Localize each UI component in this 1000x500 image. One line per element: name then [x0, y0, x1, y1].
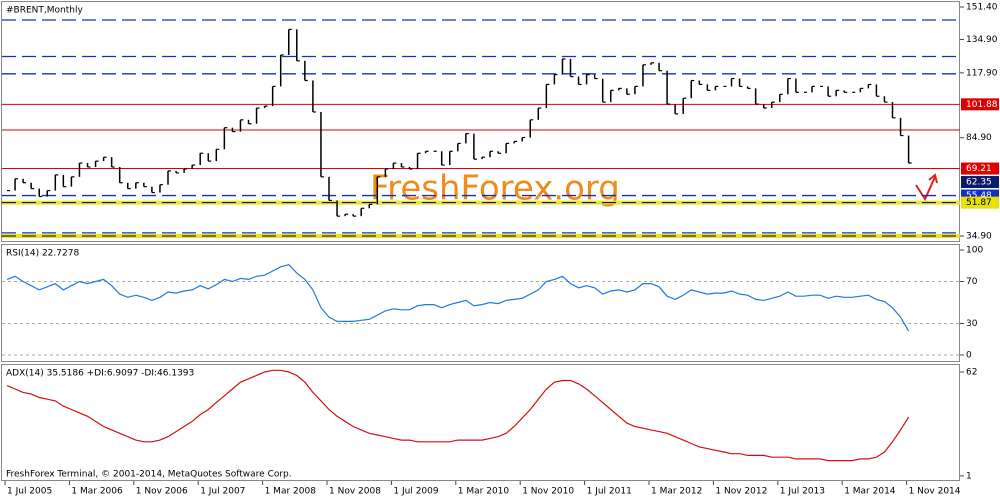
y-tick-label: 84.90: [966, 133, 992, 143]
rsi-title: RSI(14) 22.7278: [6, 249, 79, 259]
label-box: [961, 176, 999, 189]
x-tick-label: 1 Jul 2011: [587, 487, 632, 497]
y-tick-label: 30: [966, 319, 978, 329]
adx-panel: [1, 364, 960, 481]
level-label: 62.35: [966, 178, 992, 188]
label-box: [961, 162, 999, 175]
y-tick-label: 134.90: [966, 35, 998, 45]
indicator-line: [6, 369, 910, 462]
x-tick-label: 1 Nov 2008: [329, 487, 381, 497]
y-tick-label: 117.90: [966, 68, 998, 78]
label-box: [961, 98, 999, 111]
rsi-panel: [1, 244, 960, 362]
x-tick-label: 1 Mar 2006: [71, 487, 123, 497]
x-tick-label: 1 Nov 2014: [909, 487, 961, 497]
y-tick-label: 34.90: [966, 232, 992, 242]
level-label: 101.88: [966, 100, 998, 110]
level-label: 55.48: [966, 191, 992, 201]
x-tick-label: 1 Jul 2005: [7, 487, 52, 497]
y-tick-label: 100: [966, 246, 983, 256]
y-tick-label: 0: [966, 350, 972, 360]
level-label: 69.21: [966, 164, 992, 174]
arrow: [915, 173, 938, 202]
x-tick-label: 1 Nov 2006: [136, 487, 188, 497]
y-tick-label: 62: [966, 367, 977, 377]
x-tick-label: 1 Mar 2014: [844, 487, 896, 497]
adx-title: ADX(14) 35.5186 +DI:6.9097 -DI:46.1393: [6, 369, 194, 379]
y-tick-label: 70: [966, 277, 978, 287]
label-box: [961, 196, 999, 209]
level-label: 51.87: [966, 198, 992, 208]
indicator-line: [6, 264, 910, 332]
footer: FreshForex Terminal, © 2001-2014, MetaQu…: [6, 470, 292, 480]
x-tick-label: 1 Jul 2007: [200, 487, 245, 497]
y-tick-label: 1: [966, 471, 972, 481]
x-tick-label: 1 Jul 2009: [393, 487, 438, 497]
chart-title: #BRENT,Monthly: [6, 6, 83, 16]
x-tick-label: 1 Mar 2012: [651, 487, 702, 497]
x-tick-label: 1 Mar 2010: [458, 487, 510, 497]
y-tick-label: 151.40: [966, 2, 998, 12]
x-tick-label: 1 Nov 2012: [715, 487, 767, 497]
x-tick-label: 1 Jul 2013: [780, 487, 825, 497]
price-panel: [1, 1, 960, 242]
x-tick-label: 1 Nov 2010: [522, 487, 574, 497]
x-tick-label: 1 Mar 2008: [265, 487, 317, 497]
